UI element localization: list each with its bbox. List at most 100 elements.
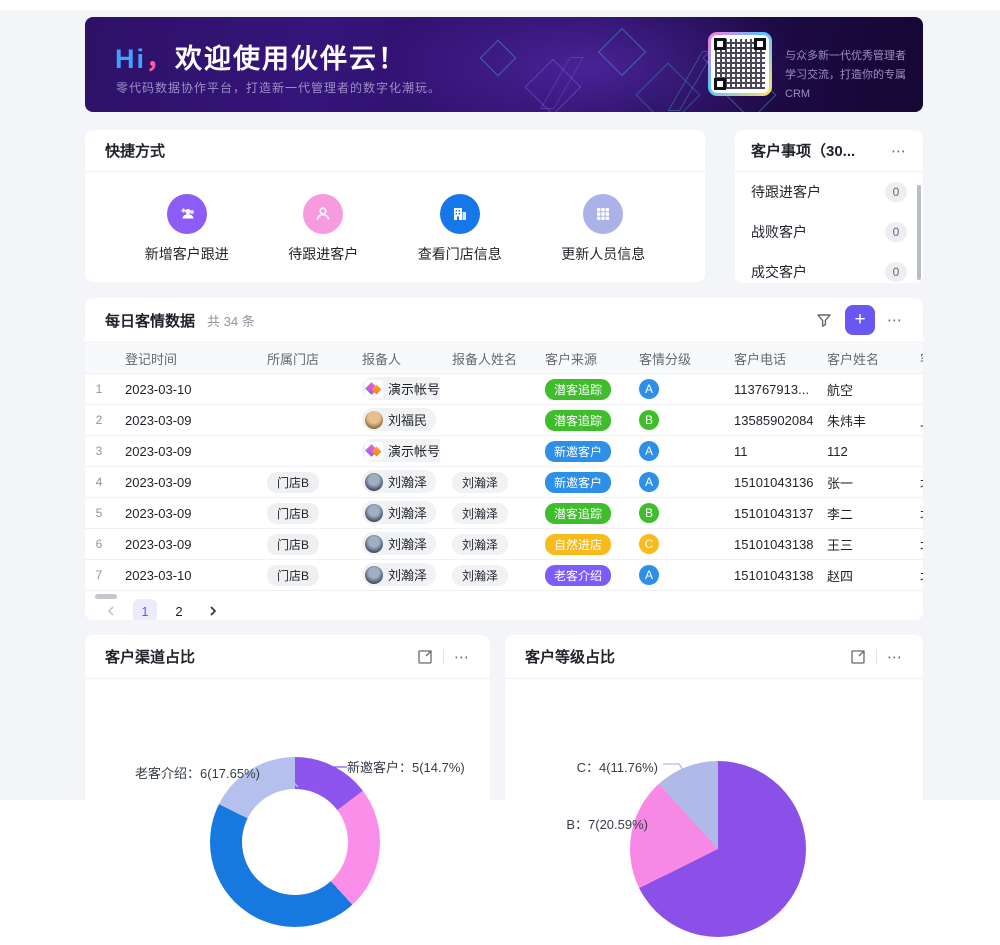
user-plus-icon (166, 194, 207, 234)
cell-clipped: 上 (908, 411, 923, 430)
scrollbar[interactable] (917, 185, 921, 280)
table-row[interactable]: 7 2023-03-10 门店B 刘瀚泽 刘瀚泽 老客介绍 A 15101043138 赵四 北 (85, 560, 923, 591)
cell-reporter-fullname: 刘瀚泽 (440, 471, 533, 493)
page-number-2[interactable]: 2 (175, 603, 183, 619)
cell-customer-source: 潜客追踪 (533, 409, 627, 431)
cell-store: 门店B (255, 471, 350, 493)
table-row[interactable]: 3 2023-03-09 演示帐号 新邀客户 A 11 112 (85, 436, 923, 467)
reporter-fullname-tag: 刘瀚泽 (452, 502, 509, 524)
cell-customer-source: 老客介绍 (533, 564, 627, 586)
event-list-item[interactable]: 战败客户 0 (735, 212, 923, 252)
source-tag: 潜客追踪 (545, 378, 612, 400)
column-header: 客户来源 (545, 351, 598, 367)
cell-register-date: 2023-03-09 (125, 536, 192, 552)
chart-header: 客户渠道占比 ⋯ (85, 635, 490, 679)
cell-register-date: 2023-03-09 (125, 474, 192, 490)
source-tag: 潜客追踪 (545, 502, 612, 524)
grade-badge: A (639, 472, 659, 492)
column-header: 客户电话 (734, 351, 787, 367)
funnel-icon (817, 314, 831, 327)
page-number-1[interactable]: 1 (133, 599, 157, 620)
cell-clipped: 北 (908, 504, 923, 523)
quick-shortcut-user[interactable]: 待跟进客户 (288, 194, 358, 264)
reporter-pill: 刘瀚泽 (362, 501, 437, 525)
column-header: 登记时间 (125, 351, 178, 367)
cell-grade: B (627, 410, 722, 430)
table-row[interactable]: 4 2023-03-09 门店B 刘瀚泽 刘瀚泽 新邀客户 A 15101043136 张一 北 (85, 467, 923, 498)
source-tag: 新邀客户 (545, 440, 612, 462)
expand-icon[interactable] (417, 649, 433, 665)
add-record-button[interactable]: + (845, 305, 875, 335)
pie-chart: C：4(11.76%) B：7(20.59%) (505, 679, 923, 945)
store-tag: 门店B (267, 471, 320, 493)
pie-chart-graphic[interactable] (630, 761, 806, 937)
chart-title: 客户等级占比 (525, 649, 616, 666)
event-list-item[interactable]: 待跟进客户 0 (735, 172, 923, 212)
event-label: 待跟进客户 (751, 184, 821, 200)
more-icon[interactable]: ⋯ (891, 142, 907, 160)
cell-reporter: 演示帐号 (350, 377, 440, 401)
prev-page-button[interactable] (99, 599, 123, 620)
quick-shortcut-building[interactable]: 查看门店信息 (418, 194, 502, 264)
cell-customer-name: 赵四 (827, 568, 854, 584)
table-row[interactable]: 6 2023-03-09 门店B 刘瀚泽 刘瀚泽 自然进店 C 15101043138 王三 北 (85, 529, 923, 560)
column-header: 客户姓名 (827, 351, 880, 367)
more-icon[interactable]: ⋯ (887, 312, 903, 329)
event-list-item[interactable]: 成交客户 0 (735, 252, 923, 283)
customer-events-panel: 客户事项（30... ⋯ 待跟进客户 0 战败客户 0 成交客户 0 (735, 130, 923, 283)
avatar (365, 534, 383, 553)
cell-customer-source: 潜客追踪 (533, 378, 627, 400)
next-page-button[interactable] (201, 599, 225, 620)
more-icon[interactable]: ⋯ (454, 648, 470, 666)
qr-eye (714, 78, 726, 90)
grade-badge: A (639, 379, 659, 399)
row-number: 2 (95, 413, 103, 427)
event-label: 战败客户 (751, 224, 807, 240)
cell-register-date: 2023-03-10 (125, 381, 192, 397)
table-row[interactable]: 2 2023-03-09 刘福民 潜客追踪 B 13585902084 朱炜丰 上 (85, 405, 923, 436)
table-row[interactable]: 1 2023-03-10 演示帐号 潜客追踪 A 113767913... 航空 (85, 374, 923, 405)
quick-shortcut-label: 待跟进客户 (288, 246, 359, 262)
quick-shortcuts-panel: 快捷方式 新增客户跟进 待跟进客户 查看门店信息 更新人员信息 (85, 130, 705, 282)
cell-customer-name: 李二 (827, 506, 854, 522)
cell-reporter: 演示帐号 (350, 439, 440, 463)
qr-caption-line1: 与众多新一代优秀管理者 (785, 50, 906, 62)
cell-customer-source: 新邀客户 (533, 440, 627, 462)
cell-customer-name: 王三 (827, 537, 854, 553)
cell-register-date: 2023-03-09 (125, 412, 192, 428)
quick-shortcut-label: 查看门店信息 (417, 246, 502, 262)
quick-shortcut-user-plus[interactable]: 新增客户跟进 (145, 194, 229, 264)
grade-badge: B (639, 410, 659, 430)
grade-badge: A (639, 441, 659, 461)
cell-register-date: 2023-03-09 (125, 443, 192, 459)
reporter-name: 演示帐号 (388, 382, 440, 398)
customer-channel-chart-panel: 客户渠道占比 ⋯ 老客介绍：6(17.65%) 新邀客户：5(14.7%) (85, 635, 490, 945)
store-tag: 门店B (267, 564, 320, 586)
grade-badge: A (639, 565, 659, 585)
avatar (365, 503, 383, 522)
donut-chart-graphic[interactable] (210, 757, 380, 927)
event-count-badge: 0 (885, 222, 907, 242)
avatar (365, 472, 383, 491)
column-header: 客情分级 (639, 351, 692, 367)
divider (443, 649, 444, 664)
row-number: 3 (95, 444, 103, 458)
filter-button[interactable] (815, 311, 833, 329)
column-header: 客 (908, 349, 923, 368)
reporter-name: 刘瀚泽 (388, 537, 428, 553)
cell-customer-name: 张一 (827, 475, 854, 491)
callout-label: C：4(11.76%) (576, 760, 658, 775)
table-row[interactable]: 5 2023-03-09 门店B 刘瀚泽 刘瀚泽 潜客追踪 B 15101043137 李二 北 (85, 498, 923, 529)
donut-hole (242, 789, 348, 895)
expand-icon[interactable] (850, 649, 866, 665)
cell-reporter: 刘瀚泽 (350, 501, 440, 525)
source-tag: 新邀客户 (545, 471, 612, 493)
banner-title-hi: Hi (115, 44, 146, 74)
row-number: 1 (95, 382, 103, 396)
callout-label: 新邀客户：5(14.7%) (347, 760, 465, 775)
donut-chart: 老客介绍：6(17.65%) 新邀客户：5(14.7%) (85, 679, 490, 945)
quick-shortcut-grid[interactable]: 更新人员信息 (561, 194, 645, 264)
more-icon[interactable]: ⋯ (887, 648, 903, 666)
quick-shortcut-label: 新增客户跟进 (144, 246, 229, 262)
horizontal-scrollbar[interactable] (95, 594, 117, 599)
